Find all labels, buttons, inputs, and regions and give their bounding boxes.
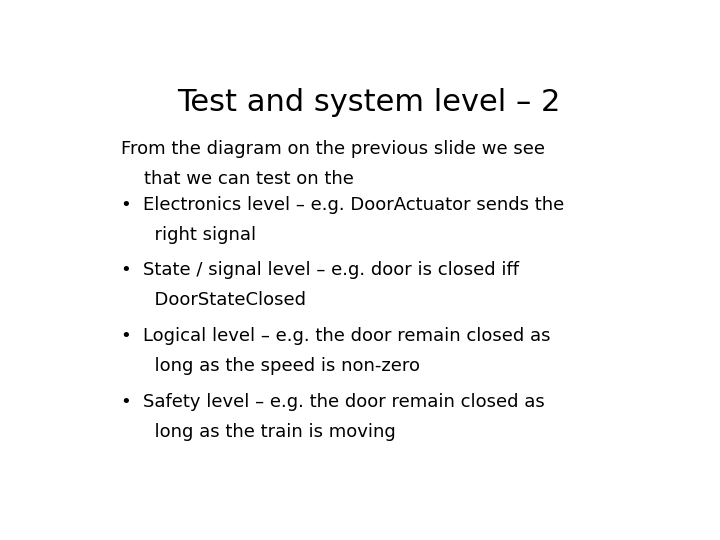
Text: •: •: [121, 327, 132, 345]
Text: that we can test on the: that we can test on the: [121, 170, 354, 187]
Text: long as the speed is non-zero: long as the speed is non-zero: [143, 357, 420, 375]
Text: Logical level – e.g. the door remain closed as: Logical level – e.g. the door remain clo…: [143, 327, 551, 345]
Text: Test and system level – 2: Test and system level – 2: [177, 87, 561, 117]
Text: right signal: right signal: [143, 226, 256, 244]
Text: From the diagram on the previous slide we see: From the diagram on the previous slide w…: [121, 140, 545, 158]
Text: State / signal level – e.g. door is closed iff: State / signal level – e.g. door is clos…: [143, 261, 519, 280]
Text: Safety level – e.g. the door remain closed as: Safety level – e.g. the door remain clos…: [143, 393, 545, 411]
Text: •: •: [121, 261, 132, 280]
Text: Electronics level – e.g. DoorActuator sends the: Electronics level – e.g. DoorActuator se…: [143, 196, 564, 214]
Text: long as the train is moving: long as the train is moving: [143, 423, 396, 441]
Text: •: •: [121, 196, 132, 214]
Text: DoorStateClosed: DoorStateClosed: [143, 292, 306, 309]
Text: •: •: [121, 393, 132, 411]
